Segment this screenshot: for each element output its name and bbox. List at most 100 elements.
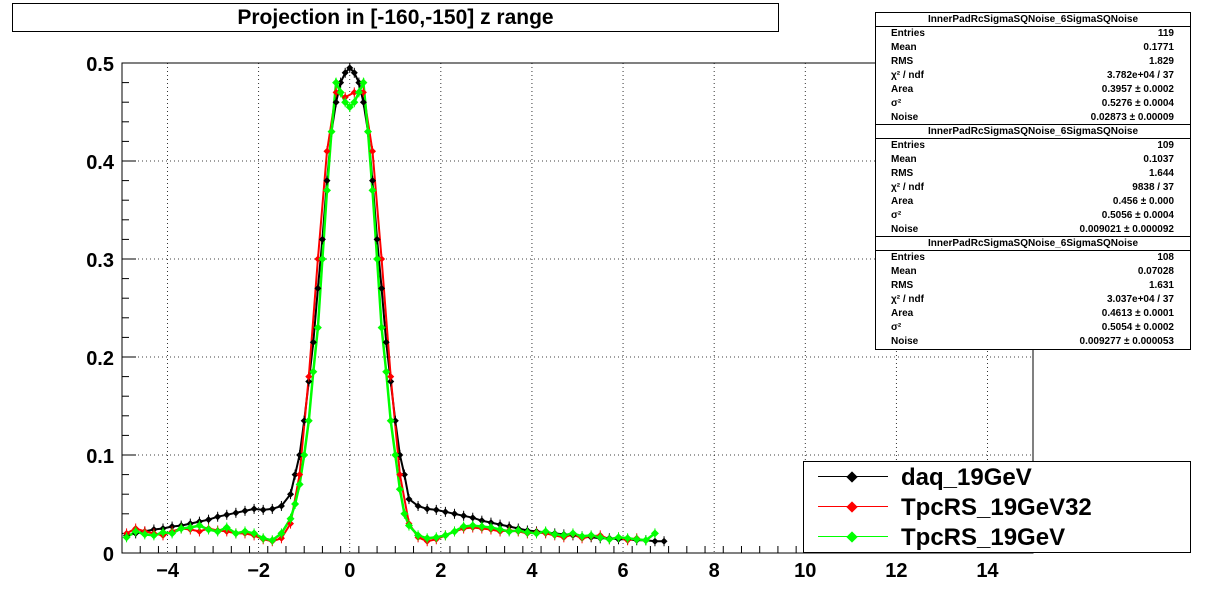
data-point <box>451 510 459 518</box>
data-point <box>559 531 568 540</box>
data-point <box>396 451 404 459</box>
data-point <box>523 528 532 537</box>
data-point <box>214 513 222 521</box>
stats-value: 9838 / 37 <box>1132 182 1174 193</box>
data-point <box>359 98 367 106</box>
data-point <box>505 527 514 536</box>
y-tick-label: 0.5 <box>86 54 114 76</box>
data-point <box>378 255 386 263</box>
data-point <box>382 338 390 346</box>
data-point <box>295 480 304 489</box>
stats-box-title: InnerPadRcSigmaSQNoise_6SigmaSQNoise <box>876 13 1190 27</box>
stats-label: Area <box>891 84 914 95</box>
stats-label: RMS <box>891 168 914 179</box>
stats-row: χ² / ndf 3.782e+04 / 37 <box>876 69 1190 83</box>
legend-entry-rs: TpcRS_19GeV <box>804 522 1190 553</box>
data-point <box>277 529 286 538</box>
legend-label-rs32: TpcRS_19GeV32 <box>901 494 1092 521</box>
stats-label: Noise <box>891 336 919 347</box>
y-tick-label: 0.1 <box>86 446 114 468</box>
data-point <box>541 527 550 536</box>
fit-curves <box>125 66 664 543</box>
data-point <box>250 505 258 513</box>
stats-value: 0.07028 <box>1137 266 1174 277</box>
stats-value: 0.456 ± 0.000 <box>1112 196 1174 207</box>
data-point <box>532 529 541 538</box>
data-point <box>241 507 249 515</box>
stats-row: Noise 0.009021 ± 0.000092 <box>876 223 1190 237</box>
data-point <box>550 530 559 539</box>
stats-label: σ² <box>891 210 902 221</box>
x-tick-label: 12 <box>885 560 907 582</box>
data-point <box>382 367 391 376</box>
stats-box-title: InnerPadRcSigmaSQNoise_6SigmaSQNoise <box>876 237 1190 251</box>
stats-value: 3.037e+04 / 37 <box>1106 294 1174 305</box>
stats-row: RMS 1.631 <box>876 279 1190 293</box>
data-point <box>304 416 313 425</box>
stats-label: σ² <box>891 98 902 109</box>
stats-row: Entries 109 <box>876 139 1190 153</box>
data-point <box>250 529 259 538</box>
data-point <box>204 525 213 534</box>
stats-label: RMS <box>891 280 914 291</box>
data-point <box>587 531 596 540</box>
data-point <box>623 534 632 543</box>
x-tick-label: 4 <box>526 560 538 582</box>
chart-title-box: Projection in [-160,-150] z range <box>12 3 779 32</box>
data-point <box>395 485 404 494</box>
stats-label: σ² <box>891 322 902 333</box>
data-point <box>337 79 345 87</box>
stats-row: Mean 0.07028 <box>876 265 1190 279</box>
data-point <box>414 531 423 540</box>
data-point <box>305 373 313 381</box>
data-point <box>477 522 486 531</box>
data-point <box>186 523 195 532</box>
data-point <box>378 284 386 292</box>
data-point <box>291 500 300 508</box>
stats-label: Noise <box>891 112 919 123</box>
stats-value: 0.02873 ± 0.00009 <box>1090 112 1174 123</box>
data-point <box>460 512 468 520</box>
data-point <box>469 514 477 522</box>
data-point <box>605 535 614 544</box>
data-point <box>323 147 331 155</box>
data-point <box>641 536 650 545</box>
data-point <box>468 521 477 530</box>
x-tick-label: 0 <box>344 560 355 582</box>
y-tick-label: 0.2 <box>86 348 114 370</box>
data-point <box>259 534 268 543</box>
data-point <box>268 536 277 545</box>
data-point <box>355 79 363 87</box>
data-point <box>373 255 382 263</box>
stats-label: RMS <box>891 56 914 67</box>
x-tick-label: 10 <box>794 560 816 582</box>
data-point <box>314 255 322 263</box>
legend-marker-rs <box>846 531 858 543</box>
stats-row: Noise 0.009277 ± 0.000053 <box>876 335 1190 349</box>
data-point <box>486 523 495 532</box>
data-point <box>359 78 368 87</box>
stats-label: Area <box>891 196 914 207</box>
data-point <box>614 533 623 542</box>
data-point <box>391 417 399 425</box>
stats-label: χ² / ndf <box>891 70 924 81</box>
stats-value: 0.1771 <box>1143 42 1174 53</box>
x-tick-label: 8 <box>709 560 720 582</box>
data-point <box>287 490 295 498</box>
data-point <box>149 531 158 540</box>
data-point <box>168 529 177 538</box>
y-tick-label: 0.4 <box>86 152 115 174</box>
data-point <box>240 527 249 536</box>
data-point <box>300 417 308 425</box>
data-point <box>332 98 340 106</box>
data-point <box>314 284 322 292</box>
data-point <box>345 103 354 112</box>
stats-label: Entries <box>891 28 925 39</box>
stats-row: Mean 0.1037 <box>876 153 1190 167</box>
data-point <box>496 525 505 534</box>
data-point <box>332 88 340 96</box>
data-point <box>441 508 449 516</box>
data-point <box>578 532 587 541</box>
data-point <box>318 235 326 243</box>
data-point <box>277 502 285 510</box>
